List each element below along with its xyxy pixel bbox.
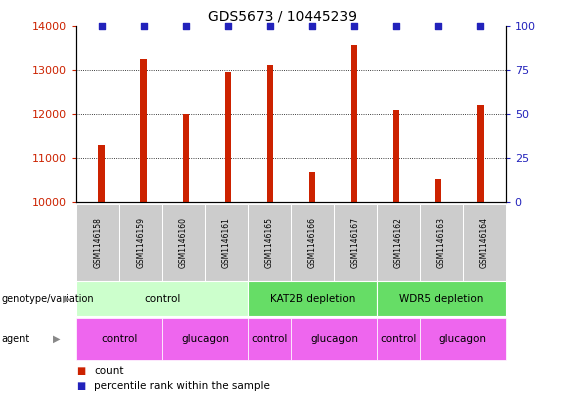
Text: glucagon: glucagon (439, 334, 486, 344)
Text: GSM1146159: GSM1146159 (136, 217, 145, 268)
Bar (351, 45, 357, 202)
Text: glucagon: glucagon (310, 334, 358, 344)
Point (434, 22, 443, 29)
Text: GSM1146160: GSM1146160 (179, 217, 188, 268)
Text: GSM1146158: GSM1146158 (93, 217, 102, 268)
Bar (267, 65, 273, 202)
Point (476, 22, 485, 29)
Text: WDR5 depletion: WDR5 depletion (399, 294, 484, 304)
Text: genotype/variation: genotype/variation (1, 294, 94, 304)
Point (97, 22, 106, 29)
Text: agent: agent (1, 334, 29, 344)
Text: control: control (251, 334, 288, 344)
Text: GSM1146164: GSM1146164 (480, 217, 489, 268)
Text: control: control (101, 334, 137, 344)
Text: control: control (380, 334, 416, 344)
Text: GSM1146163: GSM1146163 (437, 217, 446, 268)
Point (392, 22, 401, 29)
Text: GSM1146165: GSM1146165 (265, 217, 274, 268)
Text: ■: ■ (76, 366, 85, 376)
Text: percentile rank within the sample: percentile rank within the sample (94, 381, 270, 391)
Text: GSM1146166: GSM1146166 (308, 217, 317, 268)
Point (139, 22, 148, 29)
Point (350, 22, 359, 29)
Bar (435, 179, 441, 202)
Text: ▶: ▶ (53, 334, 60, 344)
Bar (225, 72, 231, 202)
Text: GSM1146167: GSM1146167 (351, 217, 360, 268)
Bar (182, 114, 189, 202)
Bar (98, 145, 105, 202)
Text: control: control (144, 294, 180, 304)
Text: GSM1146161: GSM1146161 (222, 217, 231, 268)
Text: count: count (94, 366, 124, 376)
Point (307, 22, 316, 29)
Point (223, 22, 232, 29)
Text: glucagon: glucagon (181, 334, 229, 344)
Text: KAT2B depletion: KAT2B depletion (270, 294, 355, 304)
Bar (477, 105, 484, 202)
Bar (309, 172, 315, 202)
Text: ■: ■ (76, 381, 85, 391)
Text: GDS5673 / 10445239: GDS5673 / 10445239 (208, 10, 357, 24)
Bar (393, 110, 399, 202)
Point (181, 22, 190, 29)
Point (266, 22, 275, 29)
Text: ▶: ▶ (63, 294, 71, 304)
Bar (141, 59, 147, 202)
Text: GSM1146162: GSM1146162 (394, 217, 403, 268)
